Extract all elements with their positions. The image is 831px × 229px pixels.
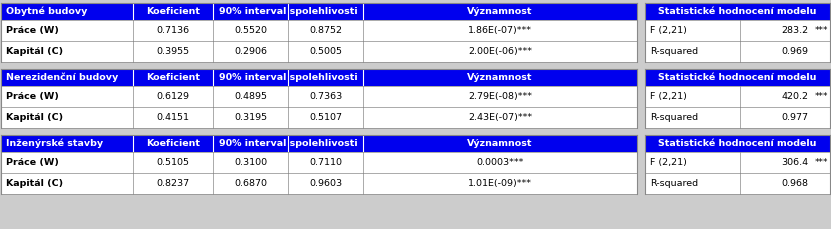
Text: 0.9603: 0.9603 <box>309 179 342 188</box>
Text: Kapitál (C): Kapitál (C) <box>6 113 63 122</box>
Text: Kapitál (C): Kapitál (C) <box>6 179 63 188</box>
Text: F (2,21): F (2,21) <box>650 26 687 35</box>
Text: Práce (W): Práce (W) <box>6 92 59 101</box>
Text: Koeficient: Koeficient <box>146 139 200 148</box>
Bar <box>645 3 830 20</box>
Bar <box>1 69 637 128</box>
Text: Statistické hodnocení modelu: Statistické hodnocení modelu <box>658 7 817 16</box>
Text: R-squared: R-squared <box>650 113 698 122</box>
Text: R-squared: R-squared <box>650 47 698 56</box>
Bar <box>1 3 637 62</box>
Text: ***: *** <box>814 158 828 167</box>
Text: 0.5005: 0.5005 <box>309 47 342 56</box>
Bar <box>1 3 637 20</box>
Text: F (2,21): F (2,21) <box>650 158 687 167</box>
Text: F (2,21): F (2,21) <box>650 92 687 101</box>
Text: Statistické hodnocení modelu: Statistické hodnocení modelu <box>658 139 817 148</box>
Bar <box>645 135 830 194</box>
Text: 0.7136: 0.7136 <box>156 26 189 35</box>
Text: 420.2: 420.2 <box>781 92 808 101</box>
Text: 0.977: 0.977 <box>781 113 808 122</box>
Text: ***: *** <box>814 26 828 35</box>
Text: Kapitál (C): Kapitál (C) <box>6 47 63 56</box>
Bar <box>645 3 830 62</box>
Text: 306.4: 306.4 <box>781 158 808 167</box>
Text: Statistické hodnocení modelu: Statistické hodnocení modelu <box>658 73 817 82</box>
Text: 0.8752: 0.8752 <box>309 26 342 35</box>
Text: ***: *** <box>814 92 828 101</box>
Text: Významnost: Významnost <box>467 139 533 148</box>
Text: 283.2: 283.2 <box>781 26 808 35</box>
Text: 90% interval spolehlivosti: 90% interval spolehlivosti <box>219 7 357 16</box>
Text: 0.4895: 0.4895 <box>234 92 267 101</box>
Text: 0.5520: 0.5520 <box>234 26 267 35</box>
Text: 0.3955: 0.3955 <box>156 47 189 56</box>
Text: 0.0003***: 0.0003*** <box>476 158 524 167</box>
Text: 90% interval spolehlivosti: 90% interval spolehlivosti <box>219 139 357 148</box>
Text: R-squared: R-squared <box>650 179 698 188</box>
Text: 2.43E(-07)***: 2.43E(-07)*** <box>468 113 532 122</box>
Text: 0.6870: 0.6870 <box>234 179 267 188</box>
Text: 0.968: 0.968 <box>781 179 808 188</box>
Bar <box>1 135 637 152</box>
Text: Koeficient: Koeficient <box>146 7 200 16</box>
Bar <box>1 69 637 86</box>
Text: 0.4151: 0.4151 <box>156 113 189 122</box>
Text: 0.969: 0.969 <box>781 47 808 56</box>
Text: 0.5105: 0.5105 <box>156 158 189 167</box>
Text: 0.5107: 0.5107 <box>309 113 342 122</box>
Text: 2.00E(-06)***: 2.00E(-06)*** <box>468 47 532 56</box>
Bar <box>645 69 830 86</box>
Text: 0.3195: 0.3195 <box>234 113 267 122</box>
Text: Nerezidenční budovy: Nerezidenční budovy <box>6 73 118 82</box>
Text: 90% interval spolehlivosti: 90% interval spolehlivosti <box>219 73 357 82</box>
Text: 2.79E(-08)***: 2.79E(-08)*** <box>468 92 532 101</box>
Text: 1.01E(-09)***: 1.01E(-09)*** <box>468 179 532 188</box>
Bar <box>645 69 830 128</box>
Text: 0.8237: 0.8237 <box>156 179 189 188</box>
Text: 1.86E(-07)***: 1.86E(-07)*** <box>468 26 532 35</box>
Text: 0.7110: 0.7110 <box>309 158 342 167</box>
Text: Významnost: Významnost <box>467 73 533 82</box>
Text: Inženýrské stavby: Inženýrské stavby <box>6 139 103 148</box>
Text: Práce (W): Práce (W) <box>6 158 59 167</box>
Text: Práce (W): Práce (W) <box>6 26 59 35</box>
Text: Významnost: Významnost <box>467 7 533 16</box>
Bar <box>645 135 830 152</box>
Text: 0.6129: 0.6129 <box>156 92 189 101</box>
Text: Koeficient: Koeficient <box>146 73 200 82</box>
Text: Obytné budovy: Obytné budovy <box>6 7 87 16</box>
Text: 0.3100: 0.3100 <box>234 158 267 167</box>
Text: 0.2906: 0.2906 <box>234 47 267 56</box>
Text: 0.7363: 0.7363 <box>309 92 342 101</box>
Bar <box>1 135 637 194</box>
